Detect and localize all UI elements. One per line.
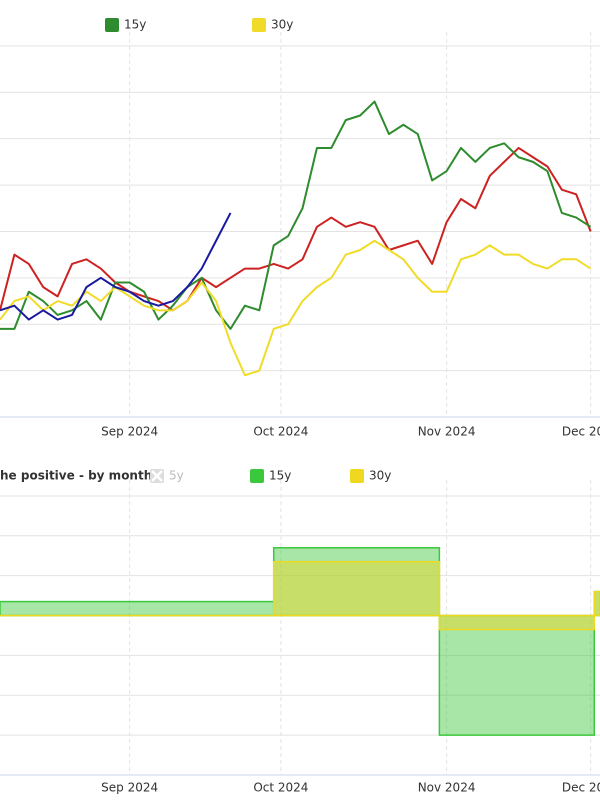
legend-icon-hidden bbox=[150, 469, 164, 483]
series-line bbox=[0, 146, 592, 312]
legend-swatch bbox=[105, 18, 119, 32]
legend-x bbox=[151, 470, 163, 482]
x-tick-label: Oct 2024 bbox=[253, 781, 308, 795]
series-line bbox=[0, 100, 592, 330]
x-tick-label: Sep 2024 bbox=[101, 425, 158, 439]
x-tick-label: Nov 2024 bbox=[418, 781, 476, 795]
step-area bbox=[438, 614, 595, 736]
step-area bbox=[272, 560, 441, 617]
step-area bbox=[438, 614, 595, 631]
series-line bbox=[0, 239, 592, 377]
x-tick-label: Dec 2024 bbox=[562, 425, 600, 439]
legend-label: 5y bbox=[169, 469, 184, 483]
legend-label: 30y bbox=[369, 469, 391, 483]
x-tick-label: Sep 2024 bbox=[101, 781, 158, 795]
step-area bbox=[593, 590, 600, 617]
x-tick-label: Dec 2024 bbox=[562, 781, 600, 795]
x-tick-label: Nov 2024 bbox=[418, 425, 476, 439]
legend-swatch bbox=[250, 469, 264, 483]
legend-swatch bbox=[350, 469, 364, 483]
legend-label: 15y bbox=[124, 18, 146, 32]
series-line bbox=[0, 212, 232, 321]
legend-label: 15y bbox=[269, 469, 291, 483]
legend-swatch bbox=[252, 18, 266, 32]
x-tick-label: Oct 2024 bbox=[253, 425, 308, 439]
step-area bbox=[0, 600, 275, 617]
chart-title: he positive - by month: bbox=[0, 469, 157, 483]
legend-label: 30y bbox=[271, 18, 293, 32]
